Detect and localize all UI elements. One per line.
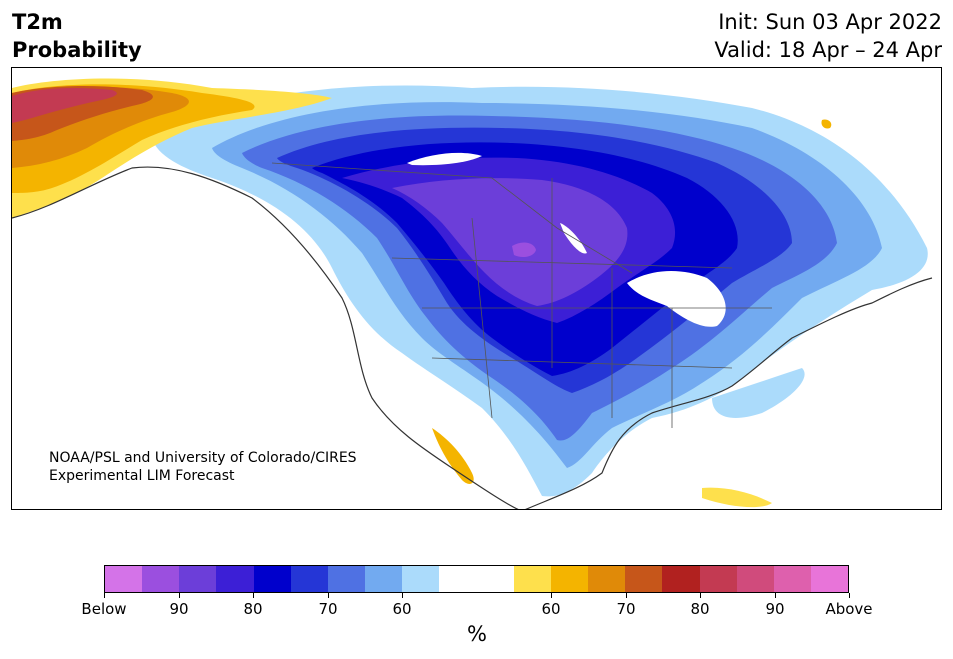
colorbar-tick: [253, 593, 254, 598]
colorbar-tick: [179, 593, 180, 598]
colorbar-cell: [699, 566, 737, 592]
units-label: %: [467, 622, 487, 646]
valid-dates: Valid: 18 Apr – 24 Apr: [714, 38, 942, 62]
colorbar-cell: [476, 566, 514, 592]
colorbar-label: 60: [541, 600, 561, 618]
baja-above: [432, 428, 474, 484]
colorbar-cell: [142, 566, 180, 592]
probability-map: [11, 67, 942, 510]
colorbar-cell: [550, 566, 589, 592]
colorbar-label: 80: [690, 600, 710, 618]
map-canvas: [12, 78, 933, 509]
below-95-region: [512, 242, 536, 258]
colorbar-tick: [551, 593, 552, 598]
colorbar-tick: [328, 593, 329, 598]
colorbar-tick: [402, 593, 403, 598]
colorbar-label: 70: [616, 600, 636, 618]
colorbar-tick: [626, 593, 627, 598]
colorbar-cell: [290, 566, 328, 592]
colorbar-label: 70: [318, 600, 338, 618]
alaska-above-80: [12, 88, 117, 123]
state-borders: [271, 162, 772, 428]
colorbar: [104, 565, 849, 593]
quantity-label: Probability: [12, 38, 142, 62]
colorbar-cell: [402, 566, 440, 592]
colorbar-label: 80: [243, 600, 263, 618]
colorbar-label: 90: [765, 600, 785, 618]
colorbar-label: 60: [392, 600, 412, 618]
init-date: Init: Sun 03 Apr 2022: [718, 10, 942, 34]
map-title: T2m Probability: [12, 8, 142, 64]
colorbar-tick: [849, 593, 850, 598]
great-lakes: [627, 271, 726, 327]
colorbar-label: Below: [81, 600, 127, 618]
colorbar-cell: [253, 566, 291, 592]
colorbar-cell: [736, 566, 774, 592]
credit-text: NOAA/PSL and University of Colorado/CIRE…: [49, 449, 357, 485]
coastline: [12, 166, 933, 509]
colorbar-label: 90: [169, 600, 189, 618]
colorbar-tick: [775, 593, 776, 598]
colorbar-cell: [625, 566, 663, 592]
colorbar-tick: [700, 593, 701, 598]
east-coast-band: [712, 368, 805, 418]
colorbar-cell: [216, 566, 254, 592]
colorbar-cell: [439, 566, 477, 592]
colorbar-label: Above: [825, 600, 873, 618]
variable-label: T2m: [12, 10, 63, 34]
colorbar-cell: [662, 566, 700, 592]
forecast-dates: Init: Sun 03 Apr 2022 Valid: 18 Apr – 24…: [714, 8, 942, 64]
colorbar-cell: [327, 566, 366, 592]
cuba-above: [702, 487, 772, 508]
credit-line-2: Experimental LIM Forecast: [49, 468, 235, 484]
colorbar-cell: [365, 566, 403, 592]
colorbar-cell: [588, 566, 626, 592]
greenland-above: [821, 119, 832, 129]
colorbar-cell: [773, 566, 811, 592]
credit-line-1: NOAA/PSL and University of Colorado/CIRE…: [49, 450, 357, 466]
colorbar-cell: [810, 566, 849, 592]
colorbar-tick: [104, 593, 105, 598]
colorbar-cell: [105, 566, 143, 592]
colorbar-cell: [513, 566, 551, 592]
colorbar-cell: [179, 566, 217, 592]
below-90-region: [392, 178, 628, 306]
great-slave-lake: [407, 152, 482, 166]
